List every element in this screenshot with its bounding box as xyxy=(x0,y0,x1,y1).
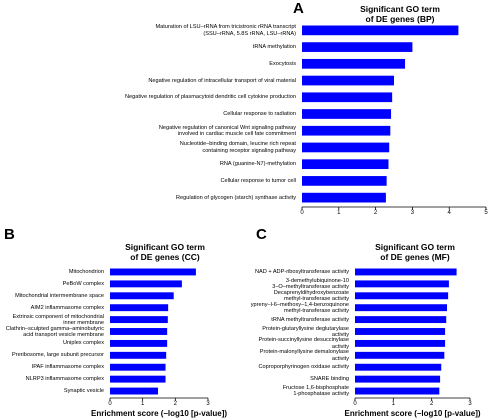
category-label: Cellular response to tumor cell xyxy=(220,177,296,184)
category-label: Regulation of glycogen (starch) synthase… xyxy=(175,194,296,201)
x-tick-label: 0 xyxy=(353,401,357,407)
category-label: Negative regulation of plasmacytoid dend… xyxy=(124,94,296,101)
x-tick-label: 2 xyxy=(174,401,178,407)
category-label: Mitochondrion xyxy=(68,268,104,275)
category-label: NAD + ADP-ribosyltransferase activity xyxy=(254,268,349,275)
bar xyxy=(302,142,390,153)
bar xyxy=(302,192,386,203)
x-tick-label: 1 xyxy=(392,401,396,407)
x-tick-label: 3 xyxy=(411,210,415,216)
category-label: Clathrin–sculpted gamma–aminobutyric aci… xyxy=(5,325,104,338)
bar xyxy=(110,328,168,335)
category-label: Preribosome, large subunit precursor xyxy=(11,352,104,359)
category-label: SNARE binding xyxy=(310,376,349,383)
x-tick-label: 1 xyxy=(141,401,145,407)
bar xyxy=(355,304,447,312)
bar xyxy=(355,268,457,276)
x-axis-label: Enrichment score (–log10 [p-value]) xyxy=(90,409,228,418)
category-label: Nucleotide–binding domain, leucine rich … xyxy=(179,141,296,154)
bar xyxy=(110,351,167,359)
category-label: Protein-malonyllysine demalonylase activ… xyxy=(259,349,349,362)
category-label: tRNA methylation xyxy=(252,43,296,50)
bar xyxy=(110,280,182,288)
x-tick-label: 2 xyxy=(374,210,378,216)
category-label: tRNA methyltransferase activity xyxy=(271,316,349,323)
category-label: RNA (guanine-N7)-methylation xyxy=(219,161,296,168)
category-label: Extrinsic component of mitochondrial inn… xyxy=(12,313,104,326)
bar xyxy=(302,159,389,170)
bar xyxy=(110,292,174,300)
bar xyxy=(302,42,413,52)
category-label: NLRP3 inflammasome complex xyxy=(25,376,104,383)
bar xyxy=(110,387,159,395)
bar xyxy=(355,316,447,324)
bar xyxy=(110,339,168,347)
bar xyxy=(355,351,445,359)
bar xyxy=(302,125,391,136)
bar xyxy=(355,363,442,371)
bar xyxy=(355,375,441,383)
chart-title: Significant GO term of DE genes (MF) xyxy=(375,242,455,262)
bar xyxy=(355,280,449,288)
bar xyxy=(302,92,393,103)
category-label: Protein-glutaryllysine deglutarylase act… xyxy=(262,325,349,338)
bar xyxy=(110,316,168,324)
category-label: Fructose 1,6-bisphosphate 1-phosphatase … xyxy=(282,384,349,398)
bar xyxy=(355,328,446,335)
panel-letter: B xyxy=(4,226,15,243)
bar xyxy=(355,292,449,300)
bar xyxy=(302,75,394,86)
category-label: 3-demethylubiquinone-10 3–O–methyltransf… xyxy=(272,277,349,290)
category-label: Decaprenyldihydroxybenzoate methyl-trans… xyxy=(273,289,349,302)
x-axis-label: Enrichment score (–log10 [p-value]) xyxy=(344,409,481,418)
category-label: Synaptic vesicle xyxy=(63,387,104,394)
category-label: Mitochondrial intermembrane space xyxy=(15,292,104,299)
bar xyxy=(302,109,392,119)
category-label: Coproporphyrinogen oxidase activity xyxy=(258,364,349,371)
category-label: IPAF inflammasome complex xyxy=(31,364,104,371)
bar xyxy=(302,25,459,36)
chart-title: Significant GO term of DE genes (BP) xyxy=(360,4,440,24)
x-tick-label: 0 xyxy=(108,401,112,407)
category-label: Uniplex complex xyxy=(62,340,104,347)
panel-letter: C xyxy=(256,226,267,243)
bar xyxy=(302,176,387,186)
category-label: Negative regulation of intracellular tra… xyxy=(148,77,296,84)
bar xyxy=(355,387,440,395)
bar xyxy=(355,339,446,347)
category-label: Cellular response to radiation xyxy=(223,110,296,117)
x-tick-label: 0 xyxy=(300,210,304,216)
x-tick-label: 1 xyxy=(337,210,341,216)
panel-letter: A xyxy=(293,0,304,17)
category-label: AIM2 inflammasome complex xyxy=(30,304,104,311)
bar xyxy=(110,363,166,371)
category-label: Exocytosis xyxy=(269,60,296,67)
bar xyxy=(302,58,406,69)
category-label: Maturation of LSU–rRNA from tricistronic… xyxy=(155,24,296,37)
category-label: ypreny–l-6–methoxy–1,4-benzoquinone meth… xyxy=(250,301,349,314)
x-tick-label: 5 xyxy=(484,210,488,216)
bar xyxy=(110,304,169,312)
chart-title: Significant GO term of DE genes (CC) xyxy=(125,242,205,262)
x-tick-label: 3 xyxy=(468,401,472,407)
bar xyxy=(110,375,166,383)
x-tick-label: 2 xyxy=(430,401,434,407)
category-label: Protein-succinyllysine desuccinylase act… xyxy=(258,337,349,350)
bar xyxy=(110,268,196,276)
category-label: Negative regulation of canonical Wnt sig… xyxy=(158,124,296,137)
x-tick-label: 3 xyxy=(206,401,210,407)
x-tick-label: 4 xyxy=(448,210,452,216)
category-label: PeBoW complex xyxy=(62,280,104,287)
